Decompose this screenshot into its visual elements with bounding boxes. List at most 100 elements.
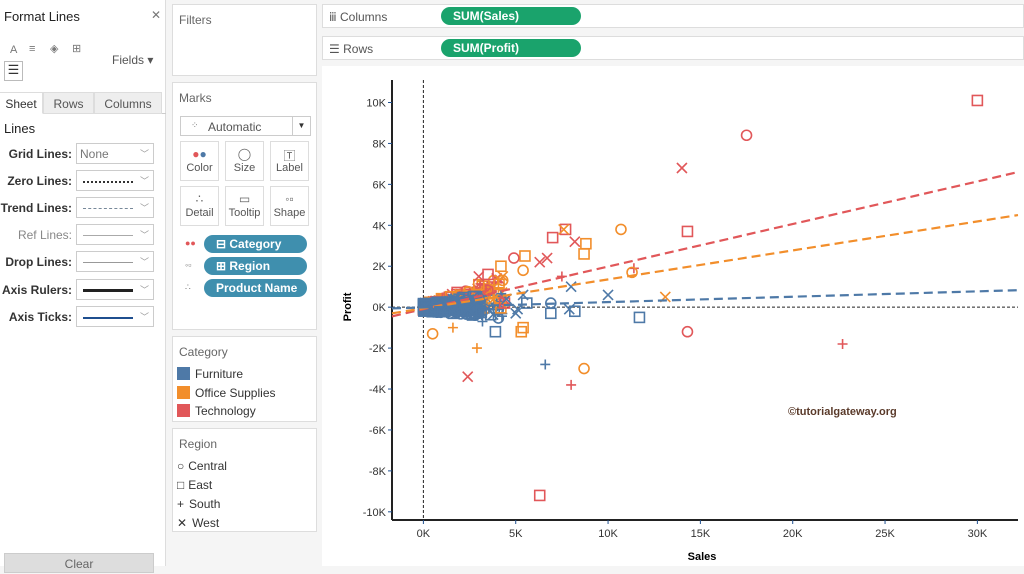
lines-heading: Lines bbox=[4, 121, 36, 136]
marks-title: Marks bbox=[179, 91, 212, 105]
data-point bbox=[473, 270, 485, 283]
zero-lines-dropdown[interactable]: ﹀ bbox=[76, 170, 154, 191]
data-point bbox=[533, 489, 546, 502]
shape-icon: ◦▫ bbox=[185, 260, 192, 270]
y-tick-label: -2K bbox=[369, 343, 387, 355]
font-icon[interactable]: A bbox=[10, 44, 18, 56]
data-point bbox=[615, 223, 627, 236]
label-icon: 🅃 bbox=[283, 149, 296, 163]
drop-lines-dropdown[interactable]: ﹀ bbox=[76, 251, 154, 272]
region-pill[interactable]: ⊞ Region bbox=[204, 257, 307, 275]
panel-title: Format Lines bbox=[4, 9, 80, 24]
data-point bbox=[472, 278, 485, 291]
color-button[interactable]: ●● Color bbox=[180, 141, 219, 181]
mark-type-value: Automatic bbox=[208, 120, 262, 134]
trend-line bbox=[391, 289, 1019, 310]
tooltip-button[interactable]: ▭ Tooltip bbox=[225, 186, 264, 226]
data-point bbox=[559, 223, 572, 236]
rows-shelf[interactable]: ☰ Rows SUM(Profit) bbox=[322, 36, 1024, 60]
y-axis-title: Profit bbox=[342, 292, 354, 321]
tab-columns[interactable]: Columns bbox=[94, 92, 162, 114]
label-button[interactable]: 🅃 Label bbox=[270, 141, 309, 181]
legend-item-south[interactable]: + South bbox=[177, 497, 221, 511]
detail-button[interactable]: ∴ Detail bbox=[180, 186, 219, 226]
x-axis-title: Sales bbox=[688, 551, 717, 563]
close-icon[interactable]: ✕ bbox=[151, 8, 162, 22]
trend-line bbox=[391, 171, 1019, 318]
axis-rulers-label: Axis Rulers: bbox=[1, 283, 72, 297]
legend-item-furniture[interactable]: Furniture bbox=[177, 366, 243, 382]
tab-sheet[interactable]: Sheet bbox=[0, 92, 43, 114]
axis-ticks-dropdown[interactable]: ﹀ bbox=[76, 306, 154, 327]
y-tick-label: -4K bbox=[369, 384, 387, 396]
product-name-pill[interactable]: Product Name bbox=[204, 279, 307, 297]
shape-button[interactable]: ◦▫ Shape bbox=[270, 186, 309, 226]
color-icon: ●● bbox=[192, 147, 207, 161]
x-tick-label: 5K bbox=[509, 528, 523, 540]
tooltip-icon: ▭ bbox=[238, 192, 251, 206]
plus-icon: + bbox=[177, 497, 185, 511]
legend-item-east[interactable]: □ East bbox=[177, 478, 213, 492]
chevron-down-icon: ﹀ bbox=[139, 257, 149, 267]
data-point bbox=[569, 305, 581, 318]
y-tick-label: 2K bbox=[373, 261, 387, 273]
shading-icon[interactable]: ◈ bbox=[50, 43, 59, 55]
data-point bbox=[471, 343, 482, 354]
data-point bbox=[515, 325, 528, 338]
region-legend-title: Region bbox=[179, 437, 218, 451]
trend-line bbox=[391, 213, 1019, 315]
lines-icon[interactable]: ☰ bbox=[4, 61, 23, 81]
rows-icon: ☰ bbox=[329, 42, 340, 56]
size-button[interactable]: ◯ Size bbox=[225, 141, 264, 181]
tab-rows[interactable]: Rows bbox=[43, 92, 94, 114]
zero-lines-label: Zero Lines: bbox=[7, 174, 72, 188]
data-point bbox=[452, 303, 465, 315]
watermark: ©tutorialgateway.org bbox=[788, 406, 897, 418]
filters-shelf[interactable]: Filters bbox=[172, 4, 317, 76]
legend-item-central[interactable]: ○ Central bbox=[177, 459, 227, 473]
category-pill[interactable]: ⊟ Category bbox=[204, 235, 307, 253]
chevron-down-icon: ﹀ bbox=[139, 285, 149, 295]
data-point bbox=[497, 270, 509, 283]
data-point bbox=[493, 282, 504, 293]
detail-icon: ∴ bbox=[185, 282, 191, 292]
axis-rulers-dropdown[interactable]: ﹀ bbox=[76, 279, 154, 300]
ref-lines-label: Ref Lines: bbox=[17, 228, 72, 242]
color-icon: ●● bbox=[185, 238, 196, 248]
format-lines-panel: Format Lines ✕ A ≡ ◈ ⊞ ☰ Fields ▾ Sheet … bbox=[0, 0, 166, 573]
clear-button[interactable]: Clear bbox=[4, 553, 154, 573]
cross-icon: ✕ bbox=[177, 516, 188, 530]
legend-item-technology[interactable]: Technology bbox=[177, 403, 256, 419]
region-legend: Region ○ Central □ East + South ✕ West bbox=[172, 428, 317, 532]
data-point bbox=[578, 362, 590, 375]
borders-icon[interactable]: ⊞ bbox=[72, 43, 82, 55]
grid-lines-dropdown[interactable]: None ﹀ bbox=[76, 143, 154, 164]
data-point bbox=[489, 325, 502, 338]
data-point bbox=[569, 236, 581, 248]
fields-dropdown[interactable]: Fields ▾ bbox=[112, 53, 154, 67]
data-point bbox=[534, 256, 546, 268]
sum-sales-pill[interactable]: SUM(Sales) bbox=[441, 7, 581, 25]
legend-item-west[interactable]: ✕ West bbox=[177, 516, 220, 530]
y-tick-label: 10K bbox=[366, 98, 386, 110]
trend-lines-dropdown[interactable]: ﹀ bbox=[76, 197, 154, 218]
alignment-icon[interactable]: ≡ bbox=[29, 43, 36, 55]
scatter-chart[interactable]: Sales Profit 0K 5K 10K 15K 20K 25K 30K 10K 8K 6K 4… bbox=[322, 66, 1024, 566]
sum-profit-pill[interactable]: SUM(Profit) bbox=[441, 39, 581, 57]
legend-item-office-supplies[interactable]: Office Supplies bbox=[177, 385, 276, 401]
data-point bbox=[546, 231, 559, 244]
data-point bbox=[508, 252, 520, 264]
x-tick-label: 15K bbox=[691, 528, 711, 540]
ref-lines-dropdown[interactable]: ﹀ bbox=[76, 224, 154, 245]
data-point bbox=[440, 295, 451, 306]
mark-type-dropdown[interactable]: ⁘ Automatic ▼ bbox=[180, 116, 311, 136]
data-point bbox=[545, 307, 557, 320]
data-point bbox=[578, 248, 590, 260]
data-point bbox=[580, 237, 592, 250]
data-point bbox=[971, 94, 984, 107]
x-tick-label: 30K bbox=[968, 528, 988, 540]
data-point bbox=[517, 321, 529, 334]
x-tick-label: 0K bbox=[417, 528, 431, 540]
columns-shelf[interactable]: ⅲ Columns SUM(Sales) bbox=[322, 4, 1024, 28]
data-point bbox=[626, 266, 638, 279]
